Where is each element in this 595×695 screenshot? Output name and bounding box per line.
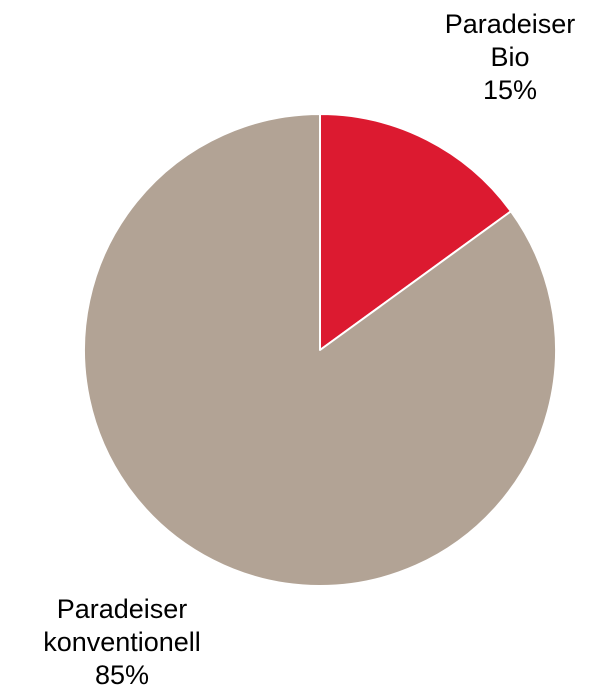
slice-value-label: 85%	[95, 660, 149, 690]
pie-slice-konventionell	[83, 113, 557, 587]
slice-label-bio: Paradeiser Bio 15%	[445, 9, 576, 105]
slice-name-line: konventionell	[43, 627, 201, 657]
pie-labels: Paradeiser Bio 15%Paradeiser konventionell 8…	[43, 9, 575, 690]
slice-label-konventionell: Paradeiser konventionell 85%	[43, 594, 201, 690]
pie-slices	[83, 113, 557, 587]
pie-slice-bio	[319, 113, 512, 351]
slice-name-line: Bio	[490, 42, 529, 72]
slice-name-line: Paradeiser	[445, 9, 576, 39]
slice-value-label: 15%	[483, 75, 537, 105]
slice-name-line: Paradeiser	[57, 594, 188, 624]
